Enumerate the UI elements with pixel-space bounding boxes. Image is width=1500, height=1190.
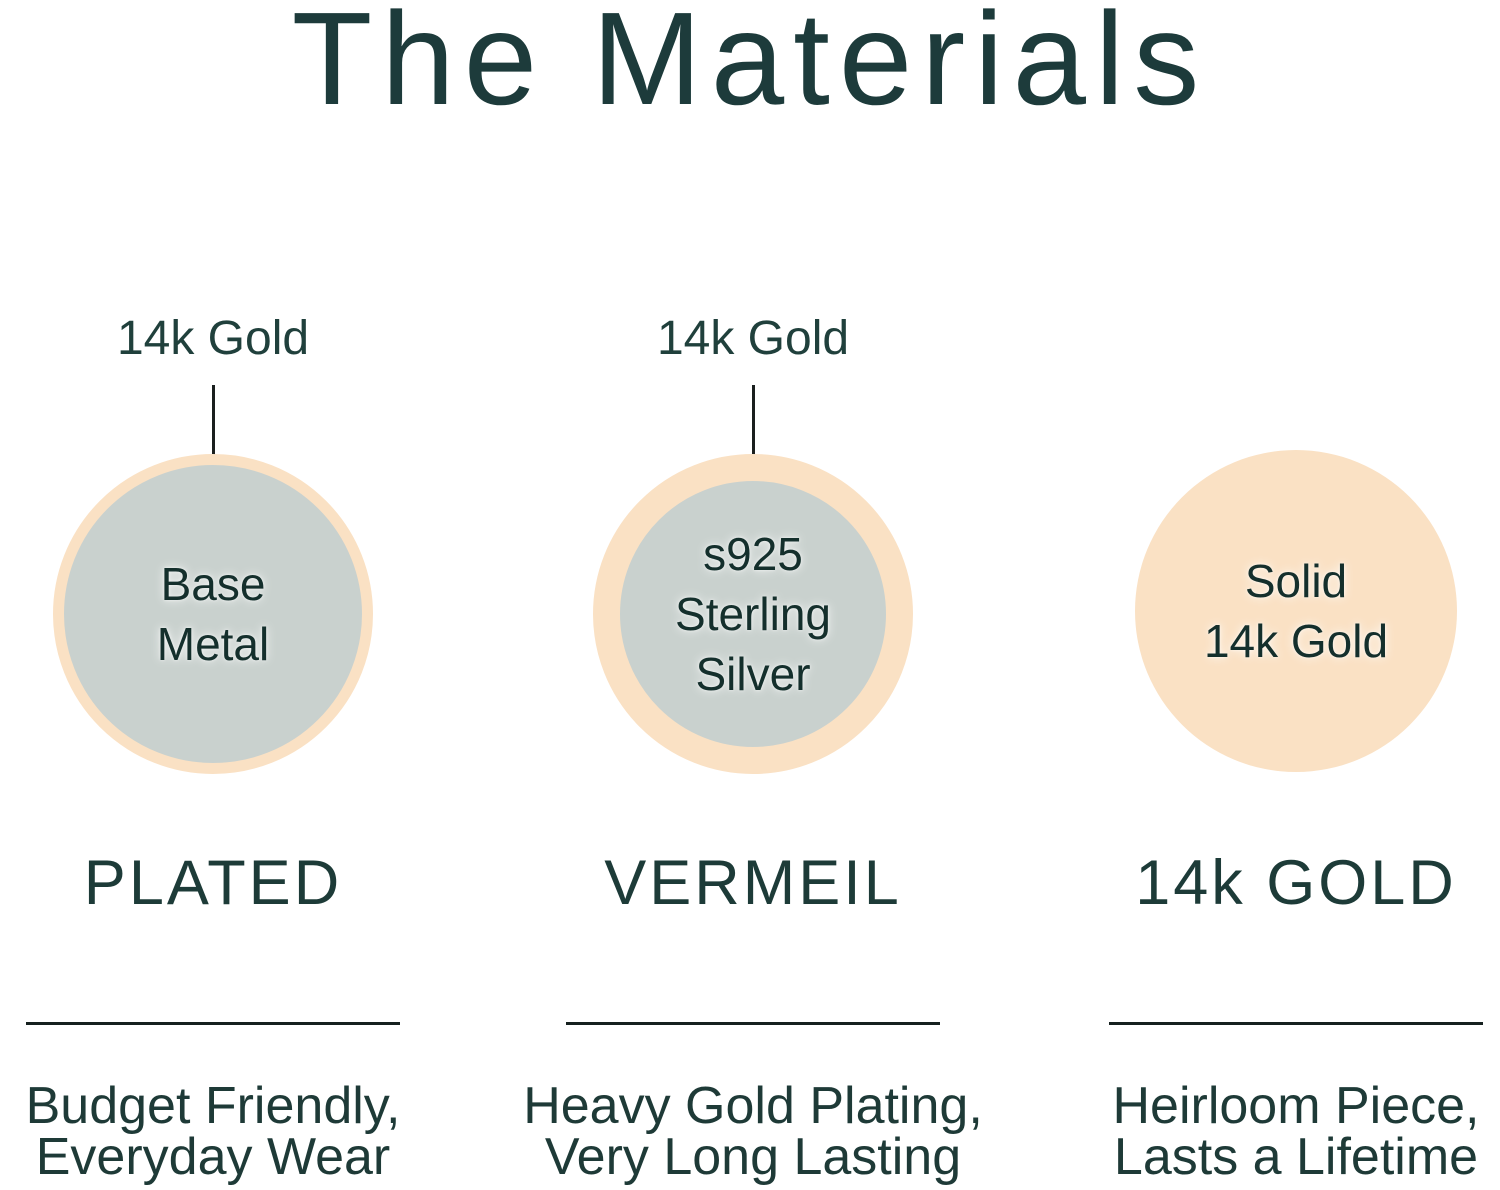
- callout-connector-line: [211, 385, 215, 456]
- material-heading-14k-gold: 14k GOLD: [1135, 848, 1457, 918]
- material-heading-plated: PLATED: [83, 848, 343, 918]
- callout-label-plated: 14k Gold: [116, 312, 310, 365]
- divider-line: [566, 1022, 940, 1025]
- material-circle-vermeil: s925 Sterling Silver: [593, 454, 913, 774]
- column-plated: 14k Gold Base Metal PLATED Budget Friend…: [0, 0, 463, 1190]
- caption-line: Everyday Wear: [35, 1128, 391, 1186]
- caption-line: Heavy Gold Plating,: [523, 1077, 983, 1135]
- callout-label-vermeil: 14k Gold: [656, 312, 850, 365]
- circle-text-line: Sterling: [675, 588, 831, 640]
- material-caption-plated: Budget Friendly, Everyday Wear: [0, 1077, 463, 1186]
- circle-text-line: Metal: [156, 618, 270, 670]
- material-circle-plated: Base Metal: [53, 454, 373, 774]
- circle-text-line: Silver: [695, 648, 811, 700]
- caption-line: Very Long Lasting: [544, 1128, 962, 1186]
- material-circle-14k-gold: Solid 14k Gold: [1135, 450, 1457, 772]
- circle-text-line: s925: [703, 528, 803, 580]
- page-title: The Materials: [291, 0, 1209, 132]
- circle-text-line: Solid: [1244, 555, 1348, 607]
- material-heading-vermeil: VERMEIL: [604, 848, 902, 918]
- caption-line: Budget Friendly,: [25, 1077, 401, 1135]
- column-vermeil: 14k Gold s925 Sterling Silver VERMEIL He…: [503, 0, 1003, 1190]
- circle-text-line: Base: [160, 558, 266, 610]
- column-14k-gold: Solid 14k Gold 14k GOLD Heirloom Piece, …: [1046, 0, 1500, 1190]
- caption-line: Lasts a Lifetime: [1113, 1128, 1479, 1186]
- circle-text-line: 14k Gold: [1203, 615, 1389, 667]
- divider-line: [26, 1022, 400, 1025]
- material-caption-vermeil: Heavy Gold Plating, Very Long Lasting: [503, 1077, 1003, 1186]
- divider-line: [1109, 1022, 1483, 1025]
- caption-line: Heirloom Piece,: [1112, 1077, 1480, 1135]
- material-caption-14k-gold: Heirloom Piece, Lasts a Lifetime: [1046, 1077, 1500, 1186]
- callout-connector-line: [751, 385, 755, 456]
